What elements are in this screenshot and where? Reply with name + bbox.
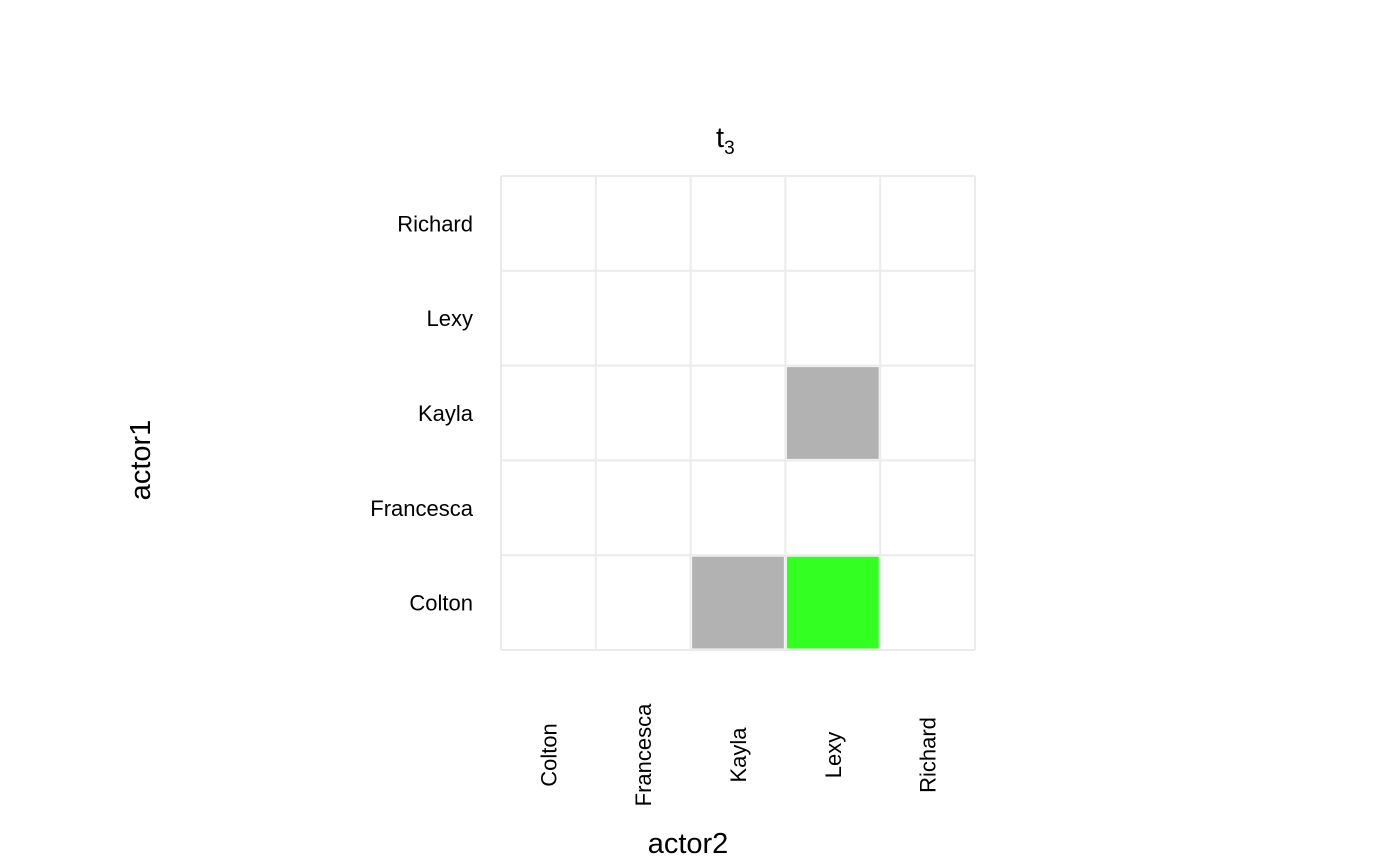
heatmap-cell-colton-kayla [692, 556, 784, 649]
y-axis-tick-labels: Colton Francesca Kayla Lexy Richard [370, 211, 473, 615]
x-tick-label-kayla: Kayla [726, 727, 751, 783]
heatmap-cell-colton-lexy [786, 556, 879, 649]
x-tick-label-colton: Colton [536, 723, 561, 787]
y-tick-label-francesca: Francesca [370, 496, 473, 521]
chart-title-subscript: 3 [724, 138, 735, 159]
y-tick-label-richard: Richard [397, 211, 473, 236]
cells-layer [692, 367, 879, 649]
heatmap-cell-kayla-lexy [786, 367, 879, 459]
plot-panel [500, 175, 976, 651]
y-tick-label-kayla: Kayla [418, 401, 474, 426]
chart-title: t3 [716, 122, 735, 159]
x-tick-label-francesca: Francesca [631, 703, 656, 806]
y-tick-label-lexy: Lexy [427, 306, 473, 331]
y-tick-label-colton: Colton [409, 591, 473, 616]
chart-title-main: t [716, 122, 724, 154]
x-tick-label-richard: Richard [916, 717, 941, 793]
x-axis-tick-labels: Colton Francesca Kayla Lexy Richard [536, 703, 940, 806]
x-tick-label-lexy: Lexy [821, 732, 846, 778]
y-axis-title: actor1 [125, 420, 157, 501]
x-axis-title: actor2 [648, 828, 729, 860]
